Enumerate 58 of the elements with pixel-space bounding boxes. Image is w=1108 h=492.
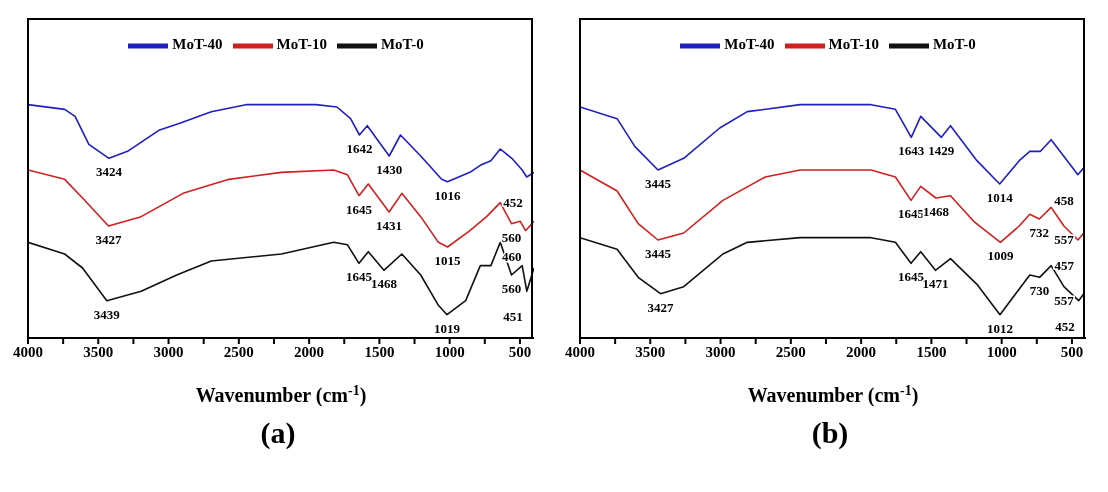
x-tick-label: 500 bbox=[1060, 343, 1084, 360]
x-axis-title: Wavenumber (cm$^{-1}$) bbox=[195, 382, 367, 407]
x-tick-label: 2000 bbox=[294, 343, 325, 360]
annotation: 1009 bbox=[987, 248, 1014, 264]
annotation: 1019 bbox=[434, 320, 461, 336]
annotation: 451 bbox=[503, 309, 523, 325]
annotation: 3439 bbox=[93, 306, 121, 322]
x-tick-label: 3000 bbox=[705, 343, 736, 360]
annotation: 732 bbox=[1029, 225, 1050, 240]
x-axis-title: Wavenumber (cm$^{-1}$) bbox=[747, 382, 919, 407]
x-tick-label: 2000 bbox=[846, 343, 877, 360]
annotation: 1645 bbox=[898, 206, 925, 222]
annotation: 1429 bbox=[928, 143, 955, 159]
annotation: 1645 bbox=[346, 269, 373, 285]
annotation: 3445 bbox=[645, 176, 672, 191]
x-tick-label: 1000 bbox=[986, 343, 1017, 360]
annotation: 457 bbox=[1054, 258, 1075, 273]
annotation: 1012 bbox=[986, 320, 1013, 336]
legend-label: MoT-10 bbox=[276, 36, 327, 53]
annotation: 1430 bbox=[376, 162, 403, 177]
text: (a) bbox=[259, 416, 297, 450]
legend-label: MoT-40 bbox=[172, 36, 223, 53]
annotation: 557 bbox=[1054, 292, 1075, 308]
x-tick-label: 1500 bbox=[364, 343, 395, 360]
x-tick-label: 3000 bbox=[153, 343, 184, 360]
annotation: 1014 bbox=[986, 190, 1014, 205]
x-tick-label: 4000 bbox=[13, 343, 43, 360]
x-tick-label: 500 bbox=[508, 343, 532, 360]
annotation: 1645 bbox=[346, 201, 373, 217]
text: (b) bbox=[810, 416, 850, 450]
x-tick-label: 4000 bbox=[565, 343, 595, 360]
legend-label: MoT-0 bbox=[932, 36, 976, 53]
annotation: 458 bbox=[1054, 192, 1075, 208]
annotation: 1431 bbox=[376, 218, 403, 233]
annotation: 560 bbox=[501, 281, 522, 296]
x-tick-label: 2500 bbox=[223, 343, 254, 360]
annotation: 3427 bbox=[95, 232, 123, 247]
annotation: 1015 bbox=[434, 253, 462, 268]
annotation: 452 bbox=[503, 195, 523, 210]
annotation: 1016 bbox=[434, 187, 461, 203]
annotation: 3445 bbox=[645, 246, 672, 261]
annotation: 1643 bbox=[898, 143, 925, 159]
annotation: 3427 bbox=[647, 299, 675, 315]
x-tick-label: 1500 bbox=[916, 343, 947, 360]
annotation: 560 bbox=[501, 229, 522, 245]
legend-label: MoT-10 bbox=[828, 36, 879, 53]
annotation: 1642 bbox=[346, 141, 373, 156]
annotation: 1468 bbox=[922, 204, 950, 219]
x-tick-label: 2500 bbox=[775, 343, 806, 360]
legend-label: MoT-0 bbox=[380, 36, 424, 53]
annotation: 3424 bbox=[95, 164, 123, 180]
x-tick-label: 3500 bbox=[635, 343, 666, 360]
annotation: 452 bbox=[1055, 318, 1075, 334]
legend-label: MoT-40 bbox=[724, 36, 775, 53]
annotation: 730 bbox=[1029, 283, 1050, 299]
x-tick-label: 3500 bbox=[83, 343, 114, 360]
annotation: 557 bbox=[1054, 232, 1075, 247]
x-tick-label: 1000 bbox=[434, 343, 465, 360]
